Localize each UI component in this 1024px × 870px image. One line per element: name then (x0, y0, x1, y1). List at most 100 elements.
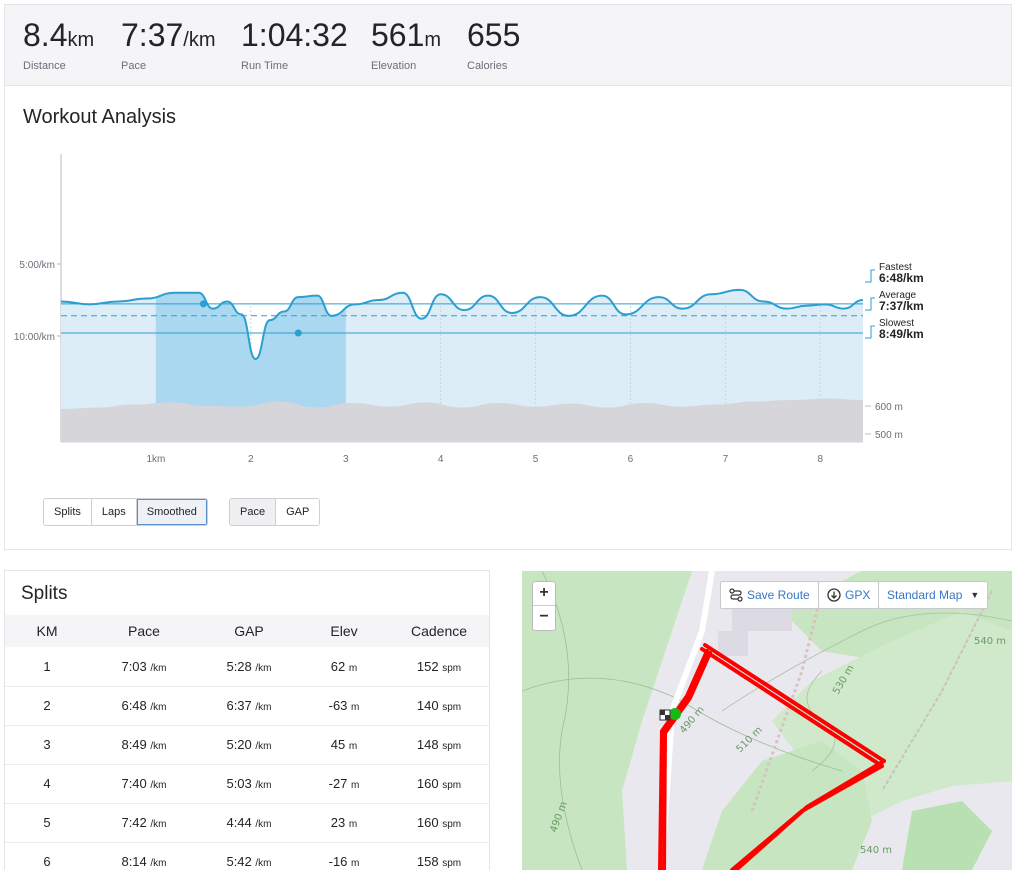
elev-tick-label: 600 m (875, 402, 903, 413)
slowest-point (294, 329, 302, 337)
km-cell: 6 (5, 842, 89, 870)
caret-down-icon: ▼ (970, 590, 980, 600)
road (659, 571, 715, 870)
gap-cell: 5:28 /km (199, 647, 299, 687)
route-map[interactable]: 540 m 530 m 510 m 490 m 490 m 540 m + − … (522, 571, 1012, 870)
contour-label: 540 m (860, 845, 892, 856)
x-tick-label: 6 (628, 454, 634, 465)
pace-chart[interactable]: 5:00/km 10:00/km 1km 2 3 4 5 6 7 8 600 m 500 m Faste… (5, 146, 1005, 486)
gap-cell: 6:37 /km (199, 686, 299, 726)
pace-line (60, 288, 864, 361)
km-cell: 5 (5, 803, 89, 843)
km-cell: 4 (5, 764, 89, 804)
trail (881, 590, 993, 792)
contour-label: 540 m (974, 636, 1006, 647)
pace-cell: 8:14 /km (89, 842, 199, 870)
pace-cell: 7:42 /km (89, 803, 199, 843)
marker-bracket (865, 269, 875, 283)
splits-header-row: KM Pace GAP Elev Cadence (5, 615, 489, 647)
table-row: 2 6:48 /km 6:37 /km -63 m 140 spm (5, 686, 489, 726)
start-marker[interactable] (669, 708, 681, 720)
stat-run-time: 1:04:32 Run Time (241, 17, 348, 72)
cadence-cell: 140 spm (389, 686, 489, 726)
forest-area (702, 741, 872, 870)
splits-table: KM Pace GAP Elev Cadence 1 7:03 /km 5:28 /… (5, 615, 489, 870)
slowest-value: 8:49/km (879, 327, 924, 341)
elev-cell: -63 m (299, 686, 389, 726)
stat-pace: 7:37/km Pace (121, 17, 216, 72)
km-cell: 2 (5, 686, 89, 726)
table-row: 3 8:49 /km 5:20 /km 45 m 148 spm (5, 725, 489, 765)
y-tick-label: 10:00/km (14, 332, 55, 343)
contour-line (541, 571, 583, 870)
gap-cell: 4:44 /km (199, 803, 299, 843)
cadence-header: Cadence (410, 623, 468, 639)
route-icon (729, 588, 743, 602)
forest-area (522, 571, 692, 870)
km-cell: 3 (5, 725, 89, 765)
gpx-label: GPX (845, 588, 871, 602)
cadence-cell: 158 spm (389, 842, 489, 870)
average-value: 7:37/km (879, 299, 924, 313)
gap-metric-button[interactable]: GAP (276, 499, 320, 525)
splits-card: Splits KM Pace GAP Elev Cadence 1 7:03 /k… (4, 570, 490, 870)
table-row: 4 7:40 /km 5:03 /km -27 m 160 spm (5, 764, 489, 804)
x-tick-label: 1km (146, 454, 165, 465)
x-tick-label: 8 (818, 454, 824, 465)
elevation-area (61, 398, 863, 442)
zoom-control: + − (532, 581, 556, 631)
elev-cell: 45 m (299, 725, 389, 765)
download-icon (827, 588, 841, 602)
gap-cell: 5:20 /km (199, 725, 299, 765)
fastest-value: 6:48/km (879, 271, 924, 285)
pace-metric-button[interactable]: Pace (230, 499, 277, 525)
building (718, 631, 748, 656)
elev-tick-label: 500 m (875, 430, 903, 441)
slowest-label: Slowest (879, 318, 914, 329)
elev-header: Elev (330, 623, 358, 639)
x-tick-label: 5 (533, 454, 539, 465)
cadence-cell: 148 spm (389, 725, 489, 765)
map-type-dropdown[interactable]: Standard Map ▼ (878, 581, 989, 609)
marker-bracket (865, 297, 875, 311)
forest-area (902, 801, 992, 870)
stats-bar: 8.4km Distance 7:37/km Pace 1:04:32 Run … (4, 4, 1012, 86)
splits-title: Splits (21, 583, 68, 604)
map-canvas: 540 m 530 m 510 m 490 m 490 m 540 m (522, 571, 1012, 870)
y-tick-label: 5:00/km (19, 260, 55, 271)
pace-cell: 6:48 /km (89, 686, 199, 726)
fastest-point (199, 300, 207, 308)
zoom-in-button[interactable]: + (533, 582, 555, 606)
gap-cell: 5:42 /km (199, 842, 299, 870)
km-header: KM (36, 623, 58, 639)
table-row: 6 8:14 /km 5:42 /km -16 m 158 spm (5, 842, 489, 870)
view-button-group: Splits Laps Smoothed (43, 498, 208, 526)
elev-cell: -16 m (299, 842, 389, 870)
x-tick-label: 3 (343, 454, 349, 465)
laps-view-button[interactable]: Laps (91, 499, 137, 525)
splits-view-button[interactable]: Splits (44, 499, 92, 525)
stat-elevation: 561m Elevation (371, 17, 442, 72)
trail (750, 590, 824, 812)
workout-analysis-card: Workout Analysis 5:00/km 10:00/km 1km 2 3 4 5 6… (4, 86, 1012, 550)
x-tick-label: 2 (248, 454, 254, 465)
metric-button-group: Pace GAP (229, 498, 321, 526)
analysis-title: Workout Analysis (23, 106, 177, 128)
pace-header: Pace (128, 623, 160, 639)
x-tick-label: 4 (438, 454, 444, 465)
average-label: Average (879, 290, 917, 301)
smoothed-view-button[interactable]: Smoothed (136, 499, 207, 525)
elev-cell: 62 m (299, 647, 389, 687)
pace-cell: 7:03 /km (89, 647, 199, 687)
save-route-button[interactable]: Save Route (720, 581, 819, 609)
km-cell: 1 (5, 647, 89, 687)
map-type-label: Standard Map (887, 588, 963, 602)
elev-cell: 23 m (299, 803, 389, 843)
gpx-download-button[interactable]: GPX (818, 581, 880, 609)
zoom-out-button[interactable]: − (539, 608, 549, 625)
pace-cell: 7:40 /km (89, 764, 199, 804)
stat-distance: 8.4km Distance (23, 17, 95, 72)
table-row: 5 7:42 /km 4:44 /km 23 m 160 spm (5, 803, 489, 843)
marker-bracket (865, 325, 875, 339)
cadence-cell: 160 spm (389, 803, 489, 843)
